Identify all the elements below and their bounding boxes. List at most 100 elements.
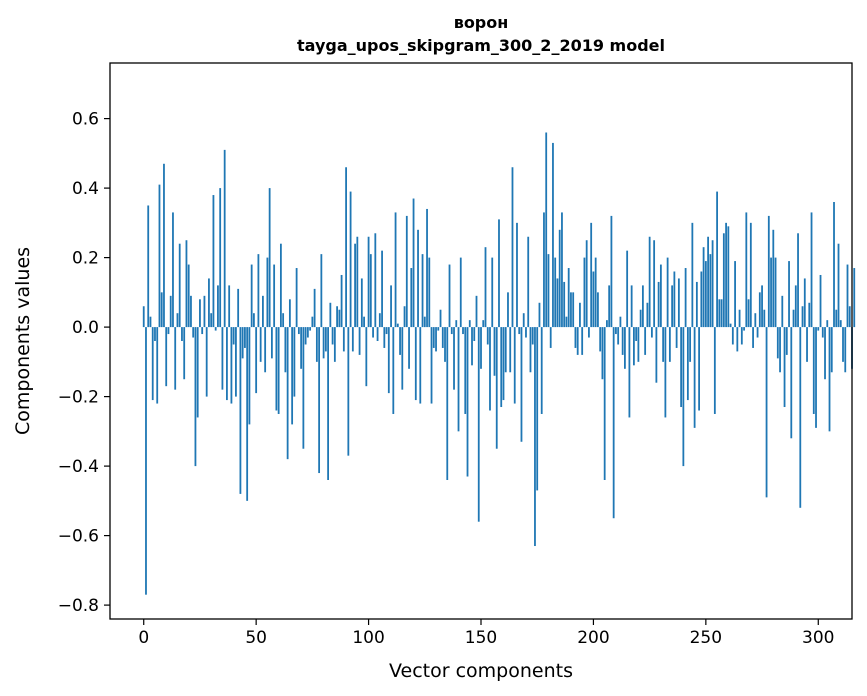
bar — [806, 327, 808, 362]
bar — [302, 327, 305, 449]
bar — [817, 327, 820, 331]
bar — [558, 229, 561, 328]
bar — [147, 205, 150, 328]
bar — [203, 295, 206, 328]
bar — [765, 327, 768, 498]
bar — [226, 327, 228, 401]
bar — [682, 327, 685, 467]
bar — [837, 243, 840, 328]
bar — [360, 278, 363, 328]
bar — [725, 222, 727, 328]
bar — [617, 327, 620, 345]
bar — [583, 257, 586, 328]
bar — [830, 327, 833, 373]
bar — [835, 309, 838, 328]
bar — [356, 236, 359, 328]
bar — [801, 306, 804, 328]
bar — [315, 327, 318, 362]
bar — [781, 295, 784, 328]
bar — [527, 236, 530, 328]
bar — [248, 327, 251, 425]
bar — [365, 327, 368, 387]
bar — [664, 327, 667, 418]
x-tick-label: 200 — [577, 628, 609, 648]
bar — [799, 327, 802, 508]
bar — [722, 233, 725, 328]
bar — [668, 327, 671, 362]
bar — [783, 327, 786, 408]
bar — [473, 327, 476, 341]
x-tick-label: 300 — [802, 628, 834, 648]
bar — [763, 309, 766, 328]
bar — [507, 292, 509, 328]
bar — [594, 257, 597, 328]
bar — [455, 320, 458, 328]
bar — [228, 285, 231, 328]
bar — [194, 327, 197, 467]
bar — [291, 327, 294, 425]
bar — [482, 320, 485, 328]
bar — [700, 271, 703, 328]
bar — [235, 327, 237, 397]
bar — [810, 212, 813, 328]
bar — [702, 247, 705, 328]
bar — [693, 327, 696, 428]
bar — [342, 327, 345, 352]
bar — [484, 247, 487, 328]
bar — [439, 309, 442, 328]
bar — [217, 285, 219, 328]
bar — [853, 268, 856, 328]
x-axis-ticks: 0 50 100 150 200 250 300 — [138, 619, 834, 648]
bar — [588, 327, 590, 338]
bar — [394, 212, 397, 328]
bar — [565, 316, 568, 328]
bar — [149, 316, 152, 328]
bar — [351, 327, 354, 352]
bar — [154, 327, 156, 341]
bar — [785, 327, 788, 355]
bar — [653, 240, 656, 328]
bar — [556, 278, 559, 328]
bar — [498, 219, 500, 328]
bar — [826, 320, 829, 328]
bar — [313, 288, 316, 328]
bar — [340, 274, 343, 328]
bar — [390, 285, 392, 328]
bar — [309, 327, 312, 331]
bar — [752, 327, 754, 348]
bar — [833, 202, 835, 328]
bar — [419, 327, 422, 404]
bar — [718, 299, 721, 328]
bar — [713, 327, 716, 414]
bar — [250, 264, 253, 328]
bar — [844, 327, 847, 373]
bar — [196, 327, 199, 418]
bar — [421, 254, 424, 328]
bar — [790, 327, 793, 439]
bar — [336, 306, 338, 328]
x-tick-label: 100 — [352, 628, 384, 648]
bar — [385, 327, 388, 335]
bar — [185, 240, 188, 328]
bar — [270, 327, 273, 359]
bar — [628, 327, 631, 418]
bar — [848, 306, 851, 328]
bar — [727, 226, 730, 328]
y-tick-label: 0.2 — [72, 249, 99, 269]
bar — [374, 233, 377, 328]
bar — [788, 261, 790, 328]
bar — [192, 327, 195, 338]
bar — [529, 327, 532, 373]
bar — [266, 257, 269, 328]
bar — [774, 257, 777, 328]
bar — [821, 327, 824, 338]
bar — [414, 327, 417, 401]
bar — [626, 250, 629, 328]
y-tick-label: 0.0 — [72, 318, 99, 338]
bar — [232, 327, 235, 345]
bar — [828, 327, 831, 432]
bar — [671, 285, 674, 328]
bar — [516, 222, 518, 328]
bar — [468, 320, 471, 328]
bar — [655, 327, 658, 383]
